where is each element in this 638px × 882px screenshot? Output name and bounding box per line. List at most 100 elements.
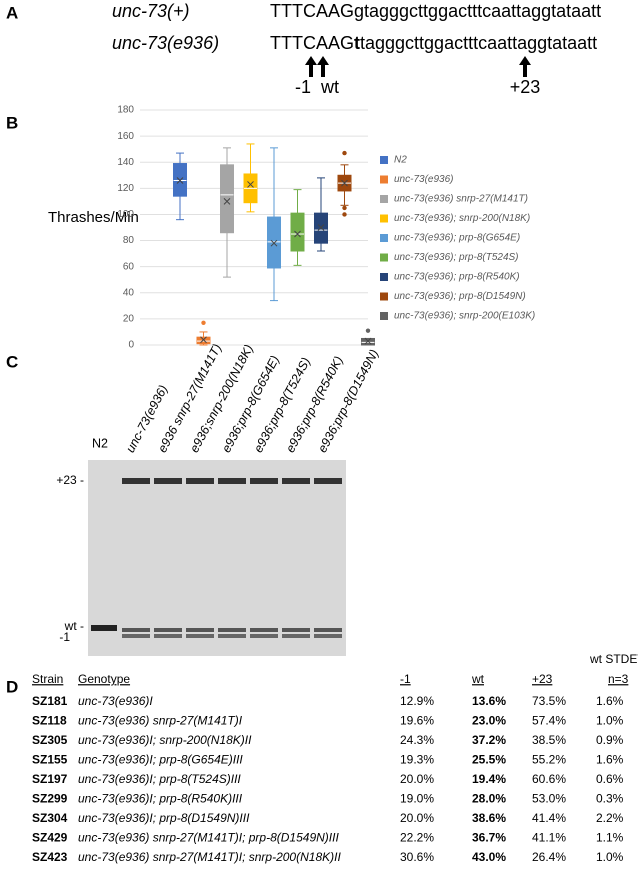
gel-band	[154, 478, 182, 484]
gel-band	[218, 628, 246, 632]
allele-label: unc-73(e936)	[112, 33, 219, 53]
lane-label: e936;prp-8(D1549N)	[315, 347, 381, 455]
gel-band	[218, 634, 246, 638]
legend-swatch	[380, 175, 388, 184]
table-cell: SZ197	[32, 772, 68, 786]
legend-label: unc-73(e936); prp-8(D1549N)	[394, 291, 526, 302]
outlier	[342, 212, 347, 217]
table-cell: SZ118	[32, 714, 67, 728]
gel-band	[154, 634, 182, 638]
legend-label: unc-73(e936); prp-8(R540K)	[394, 272, 520, 283]
y-tick-label: 140	[117, 157, 134, 168]
table-cell: 24.3%	[400, 733, 434, 747]
table-cell: 30.6%	[400, 850, 434, 864]
legend-swatch	[380, 214, 388, 223]
table-cell: unc-73(e936) snrp-27(M141T)I	[78, 714, 243, 728]
gel-band	[122, 634, 150, 638]
table-cell: 53.0%	[532, 792, 566, 806]
gel-band	[186, 478, 214, 484]
table-cell: 38.6%	[472, 811, 506, 825]
panel-letter: C	[6, 352, 18, 371]
allele-label: unc-73(+)	[112, 1, 190, 21]
gel-band	[282, 478, 310, 484]
gel-band	[186, 634, 214, 638]
seq-intron: tagggcttggactttcaattaggtataatt	[360, 33, 597, 53]
table-cell: 60.6%	[532, 772, 566, 786]
legend-swatch	[380, 273, 388, 281]
table-cell: SZ429	[32, 831, 68, 845]
table-cell: SZ181	[32, 694, 68, 708]
seq-mutation: t	[354, 33, 360, 53]
legend-label: unc-73(e936)	[394, 174, 453, 185]
legend-swatch	[380, 292, 388, 301]
gel-band	[282, 634, 310, 638]
column-header: Genotype	[78, 672, 130, 686]
y-tick-label: 60	[123, 261, 135, 272]
gel-band	[314, 478, 342, 484]
mean-marker	[270, 239, 278, 247]
table-cell: SZ155	[32, 753, 68, 767]
column-header: wt STDEV	[589, 652, 638, 666]
y-tick-label: 40	[123, 287, 135, 298]
table-cell: unc-73(e936) snrp-27(M141T)I; prp-8(D154…	[78, 831, 339, 845]
legend-swatch	[380, 195, 388, 203]
y-tick-label: 160	[117, 131, 134, 142]
table-cell: 12.9%	[400, 694, 434, 708]
table-cell: 36.7%	[472, 831, 506, 845]
mean-marker	[247, 181, 254, 188]
legend-label: unc-73(e936); snrp-200(E103K)	[394, 311, 535, 322]
lane-label: N2	[92, 436, 108, 450]
table-cell: 1.1%	[596, 831, 624, 845]
table-cell: SZ305	[32, 733, 68, 747]
gel-band	[250, 478, 278, 484]
table-cell: 0.6%	[596, 772, 624, 786]
arrow-label: wt	[320, 77, 339, 97]
table-cell: unc-73(e936)I; prp-8(G654E)III	[78, 753, 243, 767]
table-cell: 19.4%	[472, 772, 506, 786]
mean-marker	[176, 177, 184, 184]
column-header: +23	[532, 672, 553, 686]
y-tick-label: 120	[117, 183, 134, 194]
gel-band	[154, 628, 182, 632]
arrows	[305, 56, 531, 77]
gel-band	[314, 634, 342, 638]
column-header: wt	[471, 672, 485, 686]
box	[220, 164, 234, 234]
gel-band	[282, 628, 310, 632]
table-cell: 19.3%	[400, 753, 434, 767]
table-cell: 73.5%	[532, 694, 566, 708]
outlier	[342, 205, 347, 211]
legend-label: unc-73(e936); snrp-200(N18K)	[394, 213, 530, 224]
table-cell: 41.4%	[532, 811, 566, 825]
table-cell: 37.2%	[472, 733, 506, 747]
table-cell: 19.6%	[400, 714, 434, 728]
panel-letter: A	[6, 3, 18, 22]
table-cell: 2.2%	[596, 811, 624, 825]
table-cell: 1.6%	[596, 694, 624, 708]
outlier	[365, 328, 371, 333]
table-cell: SZ299	[32, 792, 68, 806]
mean-marker	[294, 230, 301, 238]
table-cell: 1.0%	[596, 850, 624, 864]
table-cell: SZ423	[32, 850, 68, 864]
legend-swatch	[380, 312, 388, 320]
gel	[88, 460, 346, 656]
mean-marker	[223, 198, 231, 205]
table: Strain Genotype -1 wt +23 wt STDEV n=3 SZ181 unc…	[32, 652, 638, 864]
table-cell: 28.0%	[472, 792, 506, 806]
column-header: -1	[400, 672, 411, 686]
table-cell: 25.5%	[472, 753, 506, 767]
gel-band	[122, 478, 150, 484]
gel-band	[250, 628, 278, 632]
table-cell: 41.1%	[532, 831, 566, 845]
table-cell: 0.9%	[596, 733, 624, 747]
gel-band	[91, 625, 117, 631]
arrow-label: +23	[510, 77, 541, 97]
mean-marker	[364, 337, 372, 345]
legend-label: unc-73(e936); prp-8(T524S)	[394, 252, 519, 263]
table-cell: 55.2%	[532, 753, 566, 767]
y-tick-label: 180	[117, 105, 134, 116]
mean-marker	[341, 179, 348, 187]
legend-swatch	[380, 234, 388, 242]
